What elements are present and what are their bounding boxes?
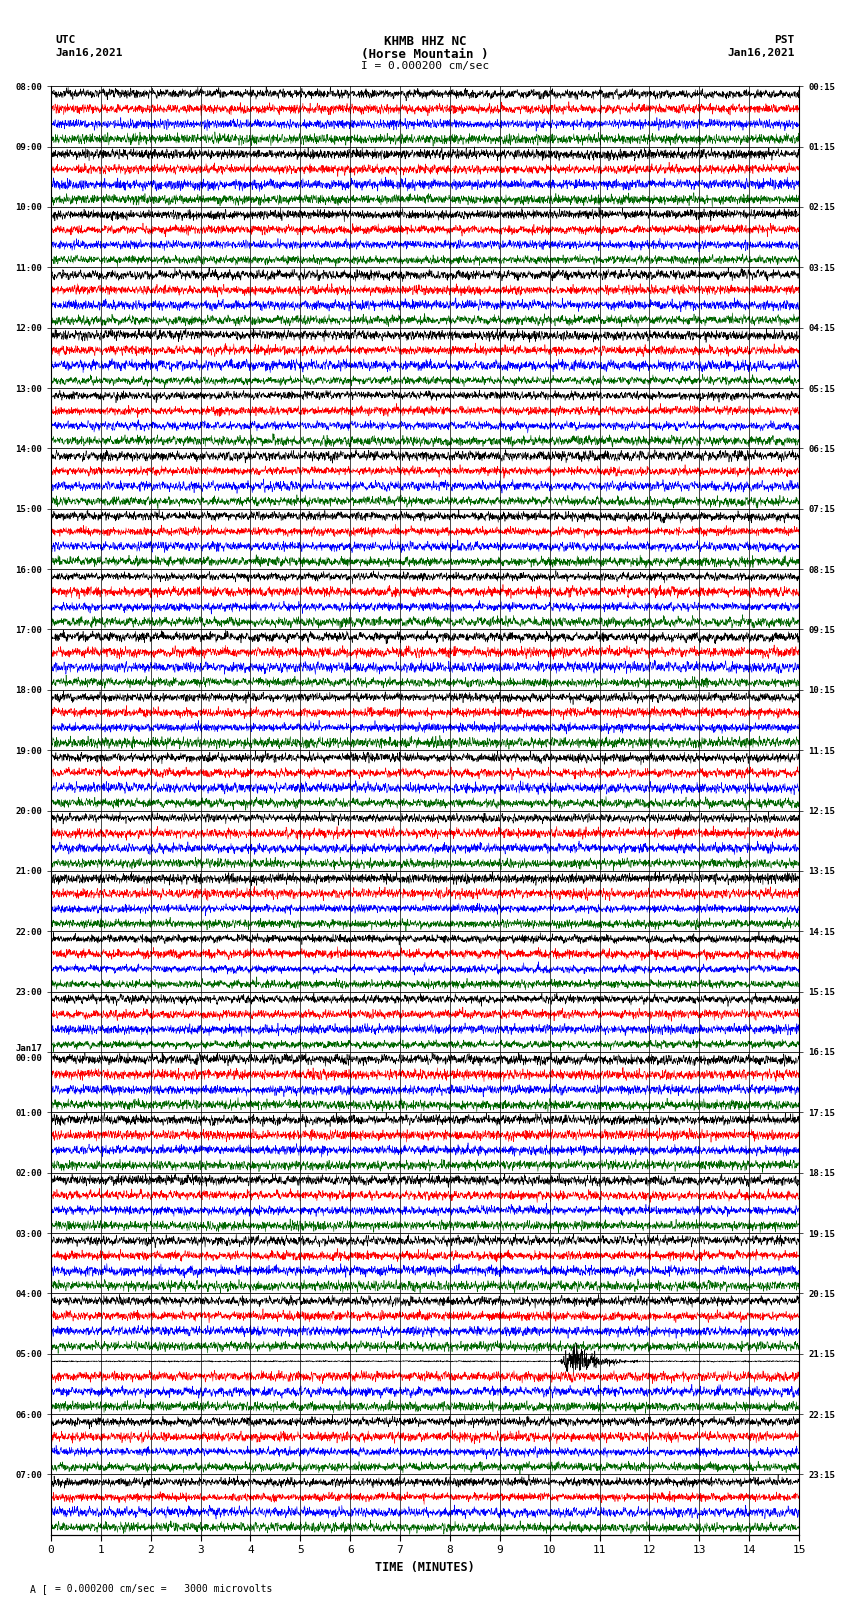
- X-axis label: TIME (MINUTES): TIME (MINUTES): [375, 1561, 475, 1574]
- Text: PST: PST: [774, 35, 795, 45]
- Text: Jan16,2021: Jan16,2021: [55, 48, 122, 58]
- Text: A [: A [: [30, 1584, 48, 1594]
- Text: = 0.000200 cm/sec =   3000 microvolts: = 0.000200 cm/sec = 3000 microvolts: [55, 1584, 273, 1594]
- Text: Jan16,2021: Jan16,2021: [728, 48, 795, 58]
- Text: UTC: UTC: [55, 35, 76, 45]
- Text: I = 0.000200 cm/sec: I = 0.000200 cm/sec: [361, 61, 489, 71]
- Text: (Horse Mountain ): (Horse Mountain ): [361, 48, 489, 61]
- Text: KHMB HHZ NC: KHMB HHZ NC: [383, 35, 467, 48]
